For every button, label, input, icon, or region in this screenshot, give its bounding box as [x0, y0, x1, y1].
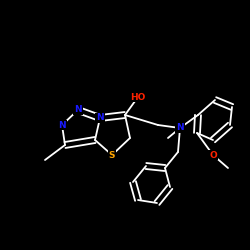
Text: N: N: [58, 120, 66, 130]
Text: N: N: [176, 124, 184, 132]
Text: N: N: [96, 114, 104, 122]
Text: N: N: [74, 106, 82, 114]
Text: HO: HO: [130, 92, 146, 102]
Text: S: S: [109, 150, 115, 160]
Text: O: O: [209, 150, 217, 160]
